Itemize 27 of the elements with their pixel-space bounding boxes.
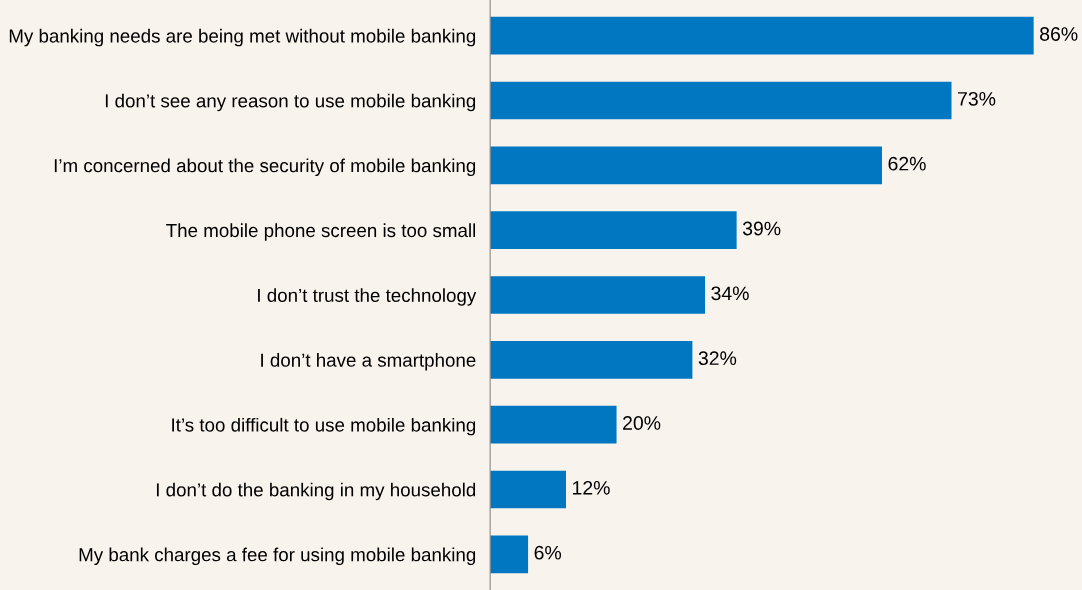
y-tick-label: My banking needs are being met without mobile banking: [9, 28, 476, 47]
bar: [490, 81, 952, 120]
y-tick-label: I don’t have a smartphone: [261, 353, 476, 371]
data-label: 32%: [698, 351, 737, 366]
data-label: 6%: [534, 545, 562, 560]
bar: [490, 276, 706, 314]
data-label: 39%: [742, 221, 781, 236]
data-label: 12%: [573, 480, 610, 495]
bar: [490, 146, 882, 185]
data-label: 73%: [958, 91, 996, 106]
y-tick-label: It’s too difficult to use mobile banking: [172, 417, 476, 436]
bar: [490, 16, 1034, 55]
bar: [490, 405, 617, 444]
bar: [490, 470, 566, 509]
y-tick-label: I’m concerned about the security of mobile banking: [54, 158, 476, 177]
data-label: 86%: [1040, 27, 1078, 41]
y-tick-label: The mobile phone screen is too small: [166, 223, 476, 241]
y-tick-label: I don’t see any reason to use mobile banking: [105, 93, 476, 112]
bar: [490, 341, 693, 379]
data-label: 20%: [623, 416, 661, 430]
y-tick-label: I don’t do the banking in my household: [156, 482, 476, 501]
data-label: 62%: [888, 156, 926, 171]
y-tick-label: I don’t trust the technology: [258, 288, 477, 306]
y-tick-label: My bank charges a fee for using mobile banking: [79, 547, 476, 566]
data-label: 34%: [711, 286, 749, 301]
bar: [490, 211, 737, 249]
bar: [490, 535, 529, 574]
